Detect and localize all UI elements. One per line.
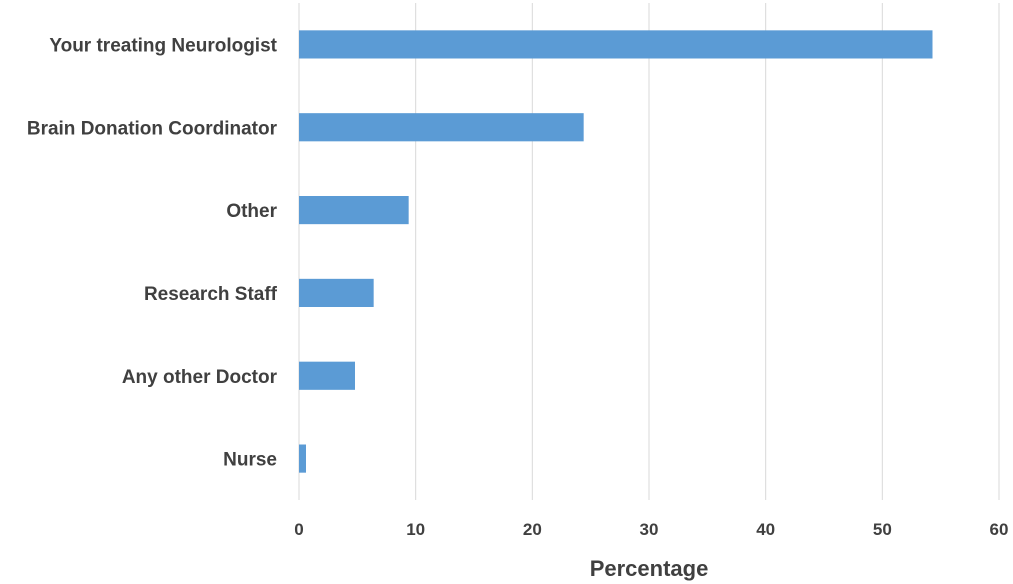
x-tick-label: 20 [523, 520, 542, 539]
category-label: Nurse [223, 450, 277, 471]
x-axis-title: Percentage [590, 556, 709, 581]
category-labels: Your treating Neurologist Brain Donation … [27, 35, 278, 470]
bars [299, 30, 933, 473]
x-tick-label: 40 [756, 520, 775, 539]
category-label: Brain Donation Coordinator [27, 118, 278, 139]
category-label: Any other Doctor [122, 367, 278, 388]
x-tick-label: 0 [294, 520, 303, 539]
bar [299, 113, 584, 142]
bar [299, 278, 374, 307]
x-tick-label: 60 [990, 520, 1009, 539]
category-label: Other [226, 201, 277, 222]
x-tick-label: 50 [873, 520, 892, 539]
category-label: Your treating Neurologist [49, 35, 277, 56]
x-tick-label: 10 [406, 520, 425, 539]
bar [299, 30, 933, 59]
bar [299, 444, 306, 473]
x-tick-labels: 0 10 20 30 40 50 60 [294, 520, 1008, 539]
bar [299, 361, 355, 390]
x-tick-label: 30 [640, 520, 659, 539]
category-label: Research Staff [144, 284, 278, 305]
gridlines [298, 3, 1000, 500]
bar [299, 196, 409, 225]
